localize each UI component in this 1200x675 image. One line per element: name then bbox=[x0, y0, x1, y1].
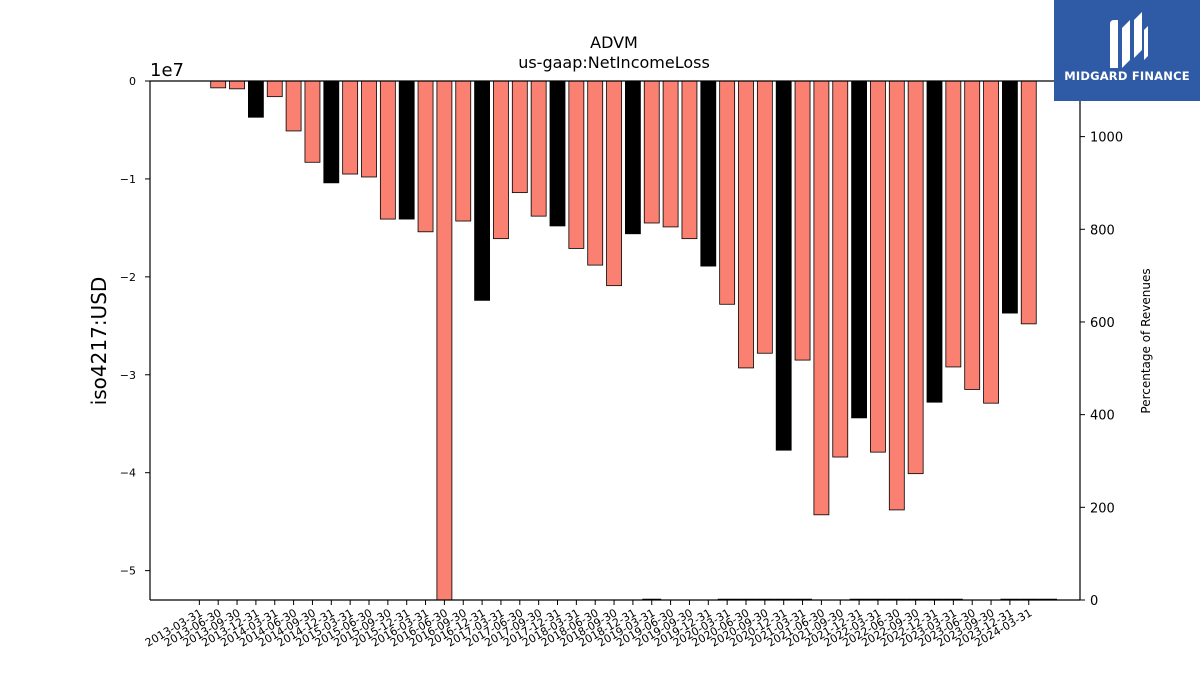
bar bbox=[285, 80, 302, 132]
bar bbox=[379, 80, 396, 220]
bar bbox=[474, 80, 491, 301]
x-ticks-group: 2013-03-312013-06-302013-09-302013-12-31… bbox=[143, 600, 1034, 650]
bar bbox=[738, 80, 754, 369]
bar bbox=[549, 80, 566, 227]
bar bbox=[568, 80, 585, 249]
bar bbox=[606, 80, 622, 287]
bar bbox=[870, 80, 886, 453]
y-tick-label: −4 bbox=[120, 467, 136, 480]
y-tick-label: 0 bbox=[129, 75, 136, 88]
bar bbox=[342, 80, 359, 175]
bar bbox=[417, 80, 434, 233]
bar bbox=[851, 80, 867, 419]
bar bbox=[700, 80, 717, 267]
y-tick-label: −1 bbox=[120, 173, 136, 186]
midgard-logo-icon bbox=[1110, 12, 1148, 68]
y2-axis-label: Percentage of Revenues bbox=[1139, 268, 1153, 413]
bar bbox=[493, 80, 509, 240]
bar bbox=[361, 80, 377, 178]
bar bbox=[832, 80, 849, 458]
y2-ticks-group: 0 200 400 600 800 1000 bbox=[1080, 131, 1123, 609]
bar bbox=[756, 80, 773, 354]
brand-name: MIDGARD FINANCE bbox=[1064, 69, 1190, 83]
bar bbox=[210, 80, 227, 89]
bar bbox=[945, 80, 962, 368]
y2-tick-label: 0 bbox=[1090, 594, 1098, 609]
y-tick-label: −2 bbox=[120, 271, 136, 284]
bar bbox=[775, 80, 792, 451]
y2-tick-label: 800 bbox=[1090, 223, 1115, 238]
y-axis-label: iso4217:USD bbox=[87, 277, 111, 406]
bar bbox=[813, 80, 830, 516]
bar bbox=[266, 80, 283, 98]
y-axis-offset-label: 1e7 bbox=[150, 60, 184, 81]
bar bbox=[1002, 80, 1018, 314]
bar bbox=[926, 80, 943, 403]
y2-tick-label: 400 bbox=[1090, 409, 1115, 424]
y-tick-label: −5 bbox=[120, 565, 136, 578]
y2-tick-label: 1000 bbox=[1090, 131, 1123, 146]
bar bbox=[719, 80, 736, 305]
bar bbox=[304, 80, 321, 163]
bar bbox=[455, 80, 472, 222]
bar bbox=[681, 80, 698, 240]
bar bbox=[1020, 80, 1037, 325]
bar bbox=[530, 80, 547, 217]
chart-subtitle: us-gaap:NetIncomeLoss bbox=[518, 53, 710, 72]
brand-logo: MIDGARD FINANCE bbox=[1054, 0, 1200, 101]
y2-tick-label: 200 bbox=[1090, 501, 1115, 516]
chart-title: ADVM bbox=[590, 33, 638, 52]
bar bbox=[247, 80, 264, 118]
y-tick-label: −3 bbox=[120, 369, 136, 382]
bar bbox=[398, 80, 415, 220]
bars-group bbox=[210, 80, 1037, 601]
bar bbox=[511, 80, 528, 194]
bar bbox=[643, 80, 660, 224]
y-ticks-group: 0 −1 −2 −3 −4 −5 bbox=[120, 75, 150, 578]
bar bbox=[436, 80, 453, 601]
bar bbox=[662, 80, 679, 228]
bar bbox=[907, 80, 924, 475]
axes-group bbox=[149, 80, 1081, 601]
bar bbox=[964, 80, 981, 390]
bar bbox=[323, 80, 340, 184]
bar bbox=[794, 80, 811, 361]
bar bbox=[587, 80, 604, 266]
bar bbox=[229, 80, 245, 90]
bar bbox=[625, 80, 641, 235]
bar bbox=[888, 80, 905, 511]
y2-tick-label: 600 bbox=[1090, 316, 1115, 331]
bar bbox=[983, 80, 999, 404]
